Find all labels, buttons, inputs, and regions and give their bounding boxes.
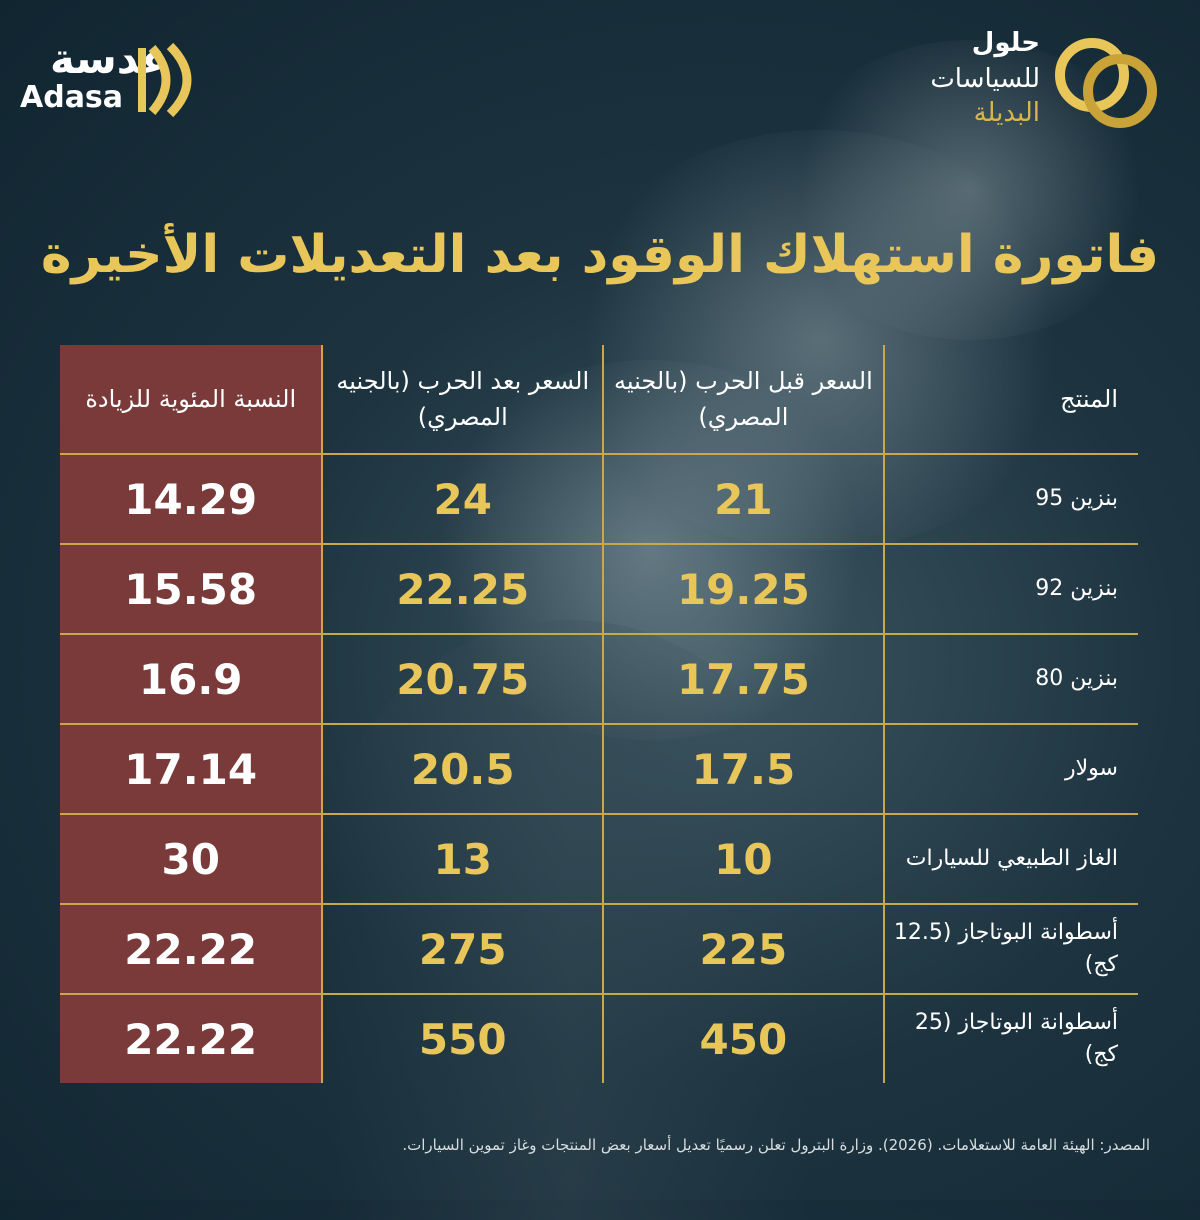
price-after: 24 [321,453,604,544]
percent-increase: 22.22 [60,993,323,1083]
adasa-name-en: Adasa [20,80,124,115]
page-title: فاتورة استهلاك الوقود بعد التعديلات الأخ… [40,225,1160,285]
table-row: سولار 17.5 20.5 17.14 [60,723,1138,814]
product-name: الغاز الطبيعي للسيارات [883,813,1138,904]
price-after: 20.75 [321,633,604,724]
table-row: بنزين 80 17.75 20.75 16.9 [60,633,1138,724]
product-name: أسطوانة البوتاجاز (25 كج) [883,993,1138,1083]
percent-increase: 22.22 [60,903,323,994]
hulool-subtitle-2: البديلة [973,98,1040,128]
smoke-cloud [780,40,1160,340]
table-row: بنزين 92 19.25 22.25 15.58 [60,543,1138,634]
adasa-lens-icon [138,42,192,118]
adasa-name-ar: عدسة [50,34,170,83]
price-after: 13 [321,813,604,904]
price-after: 22.25 [321,543,604,634]
header-product: المنتج [1060,385,1118,413]
price-after: 550 [321,993,604,1083]
hulool-subtitle-1: للسياسات [930,64,1040,94]
product-name: بنزين 95 [883,453,1138,544]
table-row: الغاز الطبيعي للسيارات 10 13 30 [60,813,1138,904]
product-name: سولار [883,723,1138,814]
hulool-title: حلول [971,28,1040,58]
source-citation: المصدر: الهيئة العامة للاستعلامات. (2026… [402,1136,1150,1154]
percent-increase: 15.58 [60,543,323,634]
price-before: 19.25 [602,543,885,634]
percent-increase: 14.29 [60,453,323,544]
interlocking-rings-icon [1055,38,1157,128]
price-after: 275 [321,903,604,994]
price-before: 450 [602,993,885,1083]
fuel-price-table: المنتج السعر قبل الحرب (بالجنيه المصري) … [60,345,1138,1083]
header-percent-increase: النسبة المئوية للزيادة [60,345,323,454]
product-name: بنزين 80 [883,633,1138,724]
header-price-after: السعر بعد الحرب (بالجنيه المصري) [321,345,604,454]
percent-increase: 16.9 [60,633,323,724]
product-name: بنزين 92 [883,543,1138,634]
header-price-before: السعر قبل الحرب (بالجنيه المصري) [602,345,885,454]
price-before: 21 [602,453,885,544]
table-row: بنزين 95 21 24 14.29 [60,453,1138,544]
table-header-row: المنتج السعر قبل الحرب (بالجنيه المصري) … [60,345,1138,454]
price-before: 17.75 [602,633,885,724]
price-before: 17.5 [602,723,885,814]
table-row: أسطوانة البوتاجاز (12.5 كج) 225 275 22.2… [60,903,1138,994]
percent-increase: 30 [60,813,323,904]
product-name: أسطوانة البوتاجاز (12.5 كج) [883,903,1138,994]
price-before: 225 [602,903,885,994]
price-after: 20.5 [321,723,604,814]
percent-increase: 17.14 [60,723,323,814]
price-before: 10 [602,813,885,904]
table-row: أسطوانة البوتاجاز (25 كج) 450 550 22.22 [60,993,1138,1083]
